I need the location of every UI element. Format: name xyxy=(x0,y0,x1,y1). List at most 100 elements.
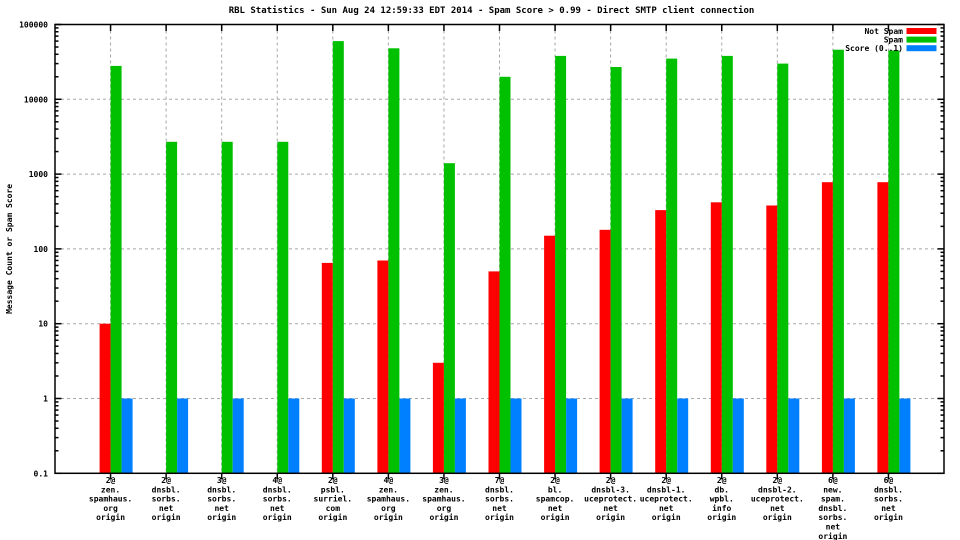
bar xyxy=(221,141,233,474)
x-tick-label-line: sorbs. xyxy=(818,513,847,522)
legend-entry-not-spam: Not Spam xyxy=(864,27,937,36)
x-tick-label-line: origin xyxy=(541,512,570,522)
bar xyxy=(544,235,556,474)
x-tick-label-line: sorbs. xyxy=(263,495,292,504)
x-tick-label-line: new. xyxy=(823,485,842,494)
bar xyxy=(710,202,722,474)
bar xyxy=(566,398,578,474)
bar xyxy=(821,182,833,474)
x-tick-label-line: net xyxy=(548,504,563,513)
y-tick-label: 1000 xyxy=(29,170,48,179)
x-tick-label-line: 6@ xyxy=(884,476,894,485)
bar xyxy=(432,362,444,474)
x-tick-label-line: origin xyxy=(596,512,625,522)
x-tick-label-line: dnsbl. xyxy=(263,485,292,494)
bar xyxy=(621,398,633,474)
bar xyxy=(655,210,667,474)
x-tick-label-line: origin xyxy=(652,512,681,522)
bar xyxy=(888,50,900,474)
x-tick-label-line: origin xyxy=(374,512,403,522)
series-spam xyxy=(110,41,900,474)
x-tick-label-line: 2@ xyxy=(550,476,560,485)
axis-labels: RBL Statistics - Sun Aug 24 12:59:33 EDT… xyxy=(5,5,903,540)
x-tick-label-line: 3@ xyxy=(439,476,449,485)
bar xyxy=(288,398,300,474)
x-tick-label-line: 2@ xyxy=(328,476,338,485)
x-tick-label-line: dnsbl. xyxy=(818,504,847,513)
x-tick-label-line: uceprotect. xyxy=(751,495,804,504)
bar xyxy=(555,55,567,474)
bar xyxy=(177,398,189,474)
bar xyxy=(843,398,855,474)
y-tick-label: 100000 xyxy=(19,21,48,30)
legend-label: Spam xyxy=(884,36,903,45)
x-tick-label-line: psbl. xyxy=(321,485,345,494)
x-tick-label-line: surriel. xyxy=(314,494,353,504)
x-tick-label-line: net xyxy=(603,504,618,513)
legend-swatch xyxy=(906,28,937,34)
x-tick-label-line: dnsbl-2. xyxy=(758,485,797,494)
x-tick-label-line: sorbs. xyxy=(207,495,236,504)
x-tick-label-line: 4@ xyxy=(384,476,394,485)
axes xyxy=(54,23,945,480)
y-tick-label: 0.1 xyxy=(34,469,49,478)
x-tick-label-line: origin xyxy=(763,512,792,522)
legend-entry-score-0-1-: Score (0..1) xyxy=(845,44,937,53)
x-tick-label-line: 2@ xyxy=(106,476,116,485)
bar xyxy=(732,398,744,474)
x-tick-label-line: 2@ xyxy=(772,476,782,485)
x-tick-label-line: zen. xyxy=(434,485,453,494)
x-tick-label-line: net xyxy=(214,504,229,513)
x-tick-label-line: net xyxy=(881,504,896,513)
x-tick-label-line: spamcop. xyxy=(536,495,575,504)
x-tick-label-line: 3@ xyxy=(217,476,227,485)
legend-swatch xyxy=(906,45,937,52)
x-tick-label-line: uceprotect. xyxy=(584,495,637,504)
bar xyxy=(343,398,355,474)
bar xyxy=(599,229,611,474)
x-tick-label-line: spamhaus. xyxy=(367,495,410,504)
x-tick-label-line: net xyxy=(270,504,285,513)
x-tick-label-line: sorbs. xyxy=(874,495,903,504)
bar xyxy=(377,260,389,474)
x-tick-label-line: origin xyxy=(707,512,736,522)
bar xyxy=(877,182,889,474)
bar xyxy=(899,398,911,474)
bar xyxy=(488,271,500,474)
legend-label: Not Spam xyxy=(864,27,903,36)
x-tick-label-line: spamhaus. xyxy=(422,495,465,504)
x-tick-label-line: sorbs. xyxy=(485,495,514,504)
legend-entry-spam: Spam xyxy=(884,36,937,45)
x-tick-label-line: dnsbl. xyxy=(485,485,514,494)
legend-label: Score (0..1) xyxy=(845,44,903,53)
x-tick-label-line: origin xyxy=(818,531,847,540)
bar xyxy=(232,398,244,474)
x-tick-label-line: 7@ xyxy=(495,476,505,485)
x-tick-label-line: db. xyxy=(715,485,729,494)
bar xyxy=(166,141,178,474)
bar xyxy=(610,67,622,474)
x-tick-label-line: dnsbl. xyxy=(152,485,181,494)
bar xyxy=(677,398,689,474)
x-tick-label-line: 2@ xyxy=(661,476,671,485)
bar xyxy=(321,262,333,474)
x-tick-label-line: origin xyxy=(207,512,236,522)
series-not-spam xyxy=(99,182,889,474)
x-tick-label-line: 2@ xyxy=(161,476,171,485)
x-tick-label-line: dnsbl-1. xyxy=(647,485,686,494)
x-tick-label-line: bl. xyxy=(548,485,562,494)
x-tick-label-line: origin xyxy=(96,512,125,522)
y-axis-label: Message Count or Spam Score xyxy=(5,184,14,314)
bar xyxy=(399,398,411,474)
x-tick-label-line: net xyxy=(159,504,174,513)
x-tick-label-line: 2@ xyxy=(717,476,727,485)
